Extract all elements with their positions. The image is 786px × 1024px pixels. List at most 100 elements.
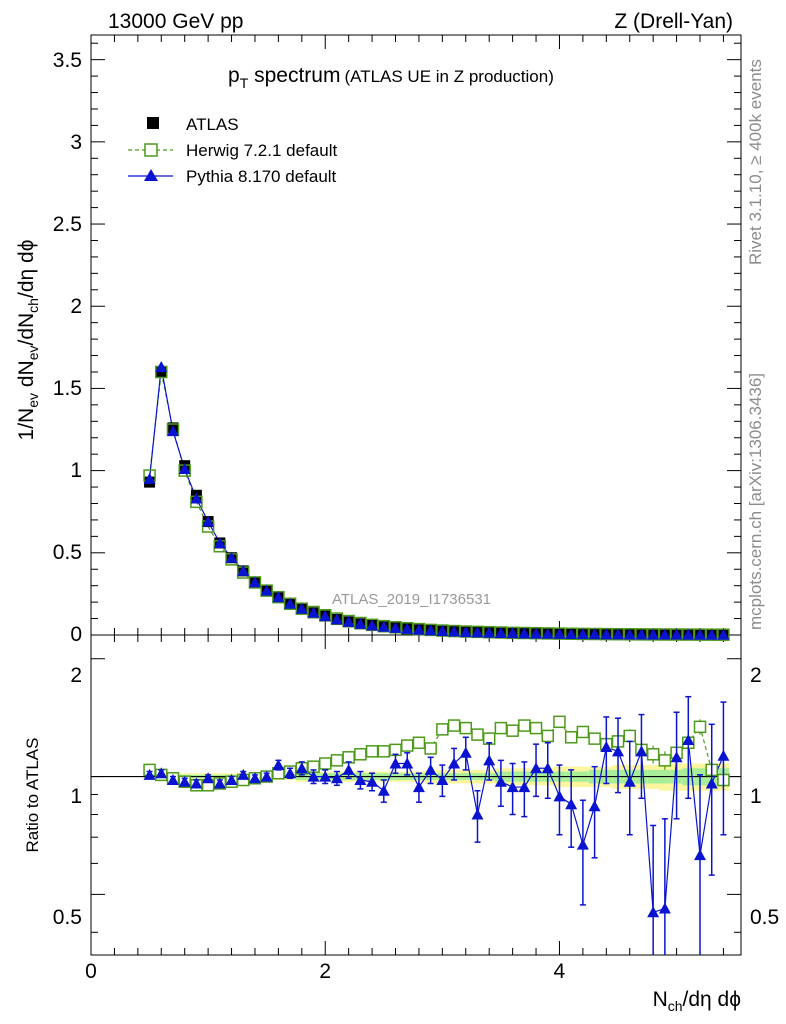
pythia-point [389, 621, 402, 633]
herwig-ratio-point [424, 742, 437, 755]
herwig-ratio-point [529, 721, 543, 735]
pythia-point [166, 425, 179, 437]
pythia-ratio-point [295, 762, 308, 774]
pythia-ratio-point [354, 773, 367, 785]
ytick-main-3.5: 3.5 [53, 49, 82, 72]
pythia-point [272, 591, 285, 603]
pythia-ratio-point [225, 773, 238, 785]
pythia-point [494, 627, 507, 639]
pythia-ratio-point [541, 762, 554, 774]
ratio-y-tick-labels: 0.5 1 2 0.5 1 2 [53, 664, 779, 929]
pythia-ratio-point [202, 772, 215, 784]
pythia-point [506, 627, 519, 639]
pythia-point [682, 628, 695, 640]
ratio-series-markers [143, 695, 730, 955]
herwig-ratio-point [588, 732, 601, 745]
pythia-ratio-point [319, 770, 332, 782]
main-series-markers [143, 361, 730, 641]
pythia-point [424, 624, 437, 636]
ytick-ratio-0.5-left: 0.5 [53, 906, 82, 929]
pythia-point [377, 620, 390, 632]
y-axis-label-main: 1/Nev dNev/dNch/dη dϕ [15, 240, 41, 441]
xtick-4: 4 [554, 960, 566, 983]
pythia-point [342, 615, 355, 627]
pythia-point [237, 564, 250, 576]
herwig-ratio-point [658, 754, 672, 767]
x-axis-label: Nch/dη dϕ [653, 988, 741, 1014]
ytick-main-1.5: 1.5 [53, 377, 82, 400]
herwig-ratio-point [354, 748, 367, 761]
pythia-point [401, 622, 414, 634]
ytick-ratio-2-left: 2 [70, 664, 82, 687]
pythia-point [213, 536, 226, 548]
ytick-main-2: 2 [70, 295, 82, 318]
legend-label-atlas: ATLAS [186, 115, 239, 134]
pythia-ratio-point [588, 800, 601, 812]
pythia-point [202, 515, 215, 527]
pythia-ratio-point [190, 777, 203, 789]
rivet-label: Rivet 3.1.10, ≥ 400k events [746, 59, 765, 265]
pythia-point [178, 462, 191, 474]
pythia-ratio-point [155, 767, 168, 779]
pythia-ratio-point [401, 757, 414, 769]
pythia-point [284, 597, 297, 609]
pythia-ratio-point [284, 767, 297, 779]
pythia-point [248, 576, 261, 588]
pythia-ratio-point [717, 749, 730, 761]
pythia-point [225, 551, 238, 563]
herwig-ratio-point [623, 729, 636, 743]
ytick-main-0: 0 [70, 623, 82, 646]
herwig-ratio-point [365, 745, 379, 758]
ytick-main-1: 1 [70, 459, 82, 482]
pythia-point [541, 627, 554, 639]
pythia-point [635, 628, 648, 640]
herwig-ratio-point [377, 745, 391, 758]
pythia-ratio-point [553, 790, 566, 802]
pythia-ratio-point [530, 762, 543, 774]
pythia-ratio-point [612, 745, 625, 757]
pythia-point [143, 472, 156, 484]
pythia-point [717, 628, 730, 640]
pythia-point [694, 628, 707, 640]
pythia-point [412, 623, 425, 635]
pythia-ratio-point [518, 781, 531, 793]
pythia-ratio-point [506, 781, 519, 793]
herwig-ratio-point [330, 754, 344, 767]
ratio-plot-frame [90, 634, 742, 956]
pythia-ratio-point [412, 781, 425, 793]
pythia-point [459, 626, 472, 638]
pythia-point [518, 627, 531, 639]
pythia-ratio-point [178, 775, 191, 787]
pythia-ratio-point [166, 773, 179, 785]
pythia-ratio-point [600, 741, 613, 752]
analysis-watermark: ATLAS_2019_I1736531 [332, 591, 491, 608]
pythia-ratio-point [658, 902, 671, 914]
pythia-ratio-point [705, 777, 718, 789]
main-y-tick-labels: 0 0.5 1 1.5 2 2.5 3 3.5 [53, 49, 82, 646]
ytick-main-0.5: 0.5 [53, 541, 82, 564]
pythia-point [190, 492, 203, 504]
pythia-point [483, 626, 496, 638]
herwig-ratio-point [541, 729, 555, 743]
pythia-point [670, 628, 683, 640]
herwig-ratio-point [459, 721, 473, 735]
pythia-point [647, 628, 660, 640]
pythia-ratio-point [565, 798, 578, 810]
pythia-point [354, 617, 367, 629]
pythia-ratio-point [377, 784, 390, 796]
pythia-point [471, 626, 484, 638]
pythia-ratio-point [448, 757, 461, 769]
ytick-main-2.5: 2.5 [53, 213, 82, 236]
pythia-ratio-point [389, 757, 402, 769]
mcplots-label: mcplots.cern.ch [arXiv:1306.3436] [746, 373, 765, 630]
pythia-point [576, 628, 589, 640]
pythia-point [565, 628, 578, 640]
pythia-ratio-point [330, 772, 343, 784]
legend-label-herwig: Herwig 7.2.1 default [186, 141, 337, 160]
herwig-ratio-point [693, 720, 707, 734]
legend-item-pythia: Pythia 8.170 default [128, 167, 337, 186]
pythia-ratio-point [143, 768, 156, 780]
pythia-point [319, 610, 332, 622]
pythia-point [553, 627, 566, 639]
ytick-ratio-0.5-right: 0.5 [750, 906, 779, 929]
